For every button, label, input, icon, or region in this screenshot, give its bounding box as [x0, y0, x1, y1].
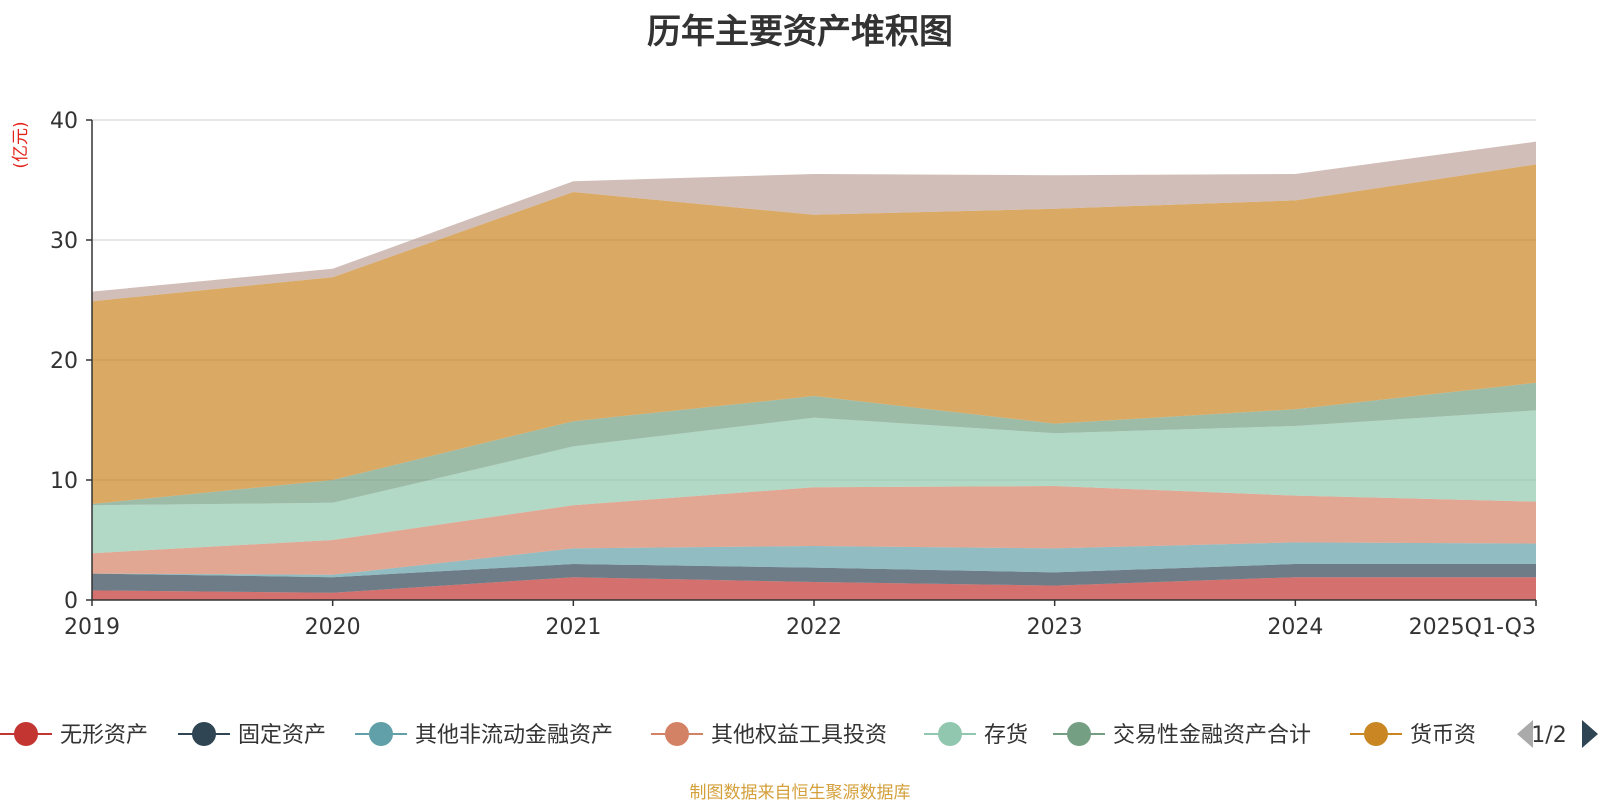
legend-label: 货币资: [1410, 723, 1476, 748]
y-axis-unit-label: (亿元): [11, 121, 31, 168]
legend-label: 其他权益工具投资: [711, 723, 887, 748]
area-series-6: [92, 164, 1536, 504]
x-tick-label: 2019: [64, 615, 120, 640]
area-layer: [92, 141, 1536, 600]
legend-item-4[interactable]: 存货: [924, 722, 1028, 748]
y-tick-label: 30: [50, 229, 78, 254]
chart-title: 历年主要资产堆积图: [647, 12, 953, 52]
legend-circle-marker: [14, 722, 38, 746]
x-tick-label: 2025Q1-Q3: [1409, 615, 1536, 640]
legend-circle-marker: [938, 722, 962, 746]
x-tick-label: 2024: [1267, 615, 1323, 640]
legend-label: 无形资产: [60, 723, 148, 748]
legend-circle-marker: [665, 722, 689, 746]
x-tick-label: 2021: [545, 615, 601, 640]
legend-prev-arrow-icon[interactable]: [1517, 720, 1533, 748]
legend-page-indicator: 1/2: [1531, 723, 1566, 748]
y-tick-label: 40: [50, 109, 78, 134]
area-series-7: [92, 141, 1536, 302]
y-tick-label: 10: [50, 469, 78, 494]
area-series-4: [92, 410, 1536, 554]
axes: 0 10 20 30 40 2019 2020 2021 2022 2023 2024 2025Q1-…: [50, 109, 1537, 640]
legend-item-6[interactable]: 货币资: [1350, 722, 1476, 748]
y-tick-label: 20: [50, 349, 78, 374]
area-series-0: [92, 577, 1536, 600]
legend-item-0[interactable]: 无形资产: [0, 722, 148, 748]
legend-label: 固定资产: [238, 723, 326, 748]
legend-circle-marker: [1067, 722, 1091, 746]
legend-circle-marker: [1364, 722, 1388, 746]
legend[interactable]: 无形资产 固定资产 其他非流动金融资产 其他权益工具投资 存货 交易性金融资产合计 货币资 1…: [0, 720, 1598, 748]
area-series-2: [92, 542, 1536, 578]
legend-next-arrow-icon[interactable]: [1582, 720, 1598, 748]
source-note: 制图数据来自恒生聚源数据库: [689, 783, 911, 803]
legend-item-1[interactable]: 固定资产: [178, 722, 326, 748]
legend-label: 交易性金融资产合计: [1113, 723, 1311, 748]
x-tick-label: 2022: [786, 615, 842, 640]
legend-item-2[interactable]: 其他非流动金融资产: [355, 722, 613, 748]
y-tick-label: 0: [64, 589, 78, 614]
area-series-5: [92, 382, 1536, 506]
x-tick-label: 2023: [1027, 615, 1083, 640]
area-series-1: [92, 564, 1536, 593]
area-series-3: [92, 486, 1536, 575]
x-tick-label: 2020: [305, 615, 361, 640]
legend-label: 其他非流动金融资产: [415, 723, 613, 748]
legend-circle-marker: [192, 722, 216, 746]
legend-item-3[interactable]: 其他权益工具投资: [651, 722, 887, 748]
legend-item-5[interactable]: 交易性金融资产合计: [1053, 722, 1311, 748]
legend-circle-marker: [369, 722, 393, 746]
legend-label: 存货: [984, 723, 1028, 748]
